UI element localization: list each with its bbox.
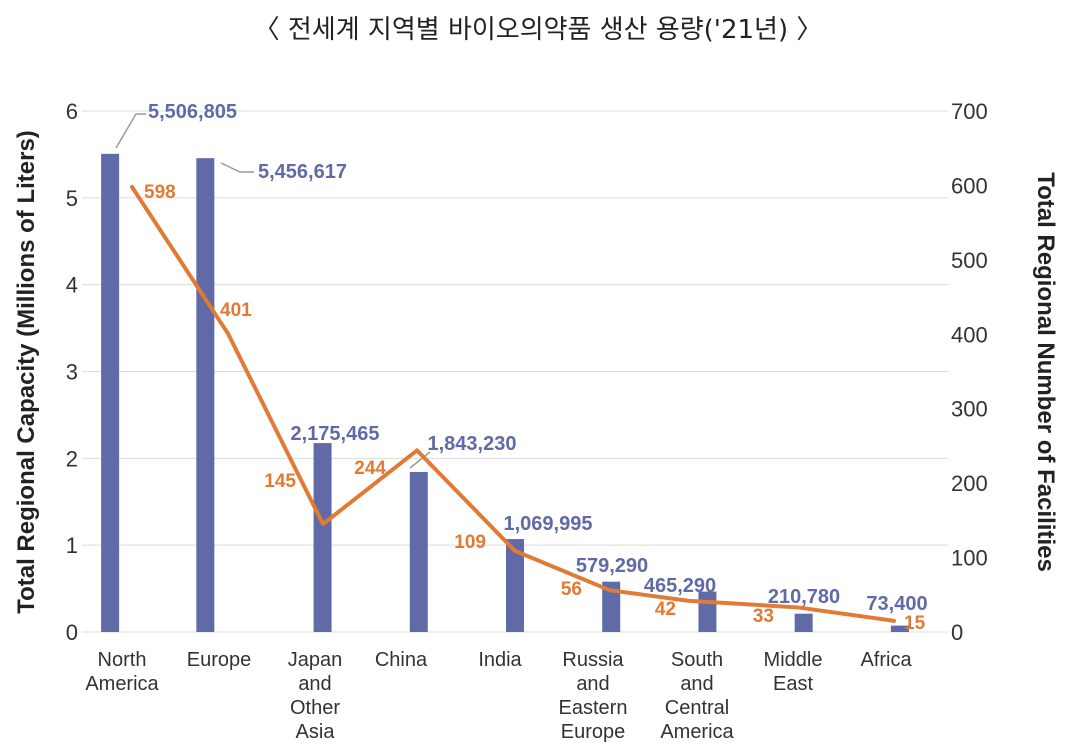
left-tick-label: 2 <box>66 446 78 471</box>
left-tick-label: 6 <box>66 99 78 124</box>
bar-data-label: 465,290 <box>644 575 716 597</box>
line-data-label: 109 <box>454 532 486 553</box>
left-axis-title: Total Regional Capacity (Millions of Lit… <box>13 130 40 614</box>
right-tick-label: 500 <box>951 248 988 273</box>
bar-series <box>101 153 909 633</box>
bar <box>506 539 524 632</box>
bar-data-label: 2,175,465 <box>291 423 380 445</box>
category-label: China <box>375 649 428 671</box>
right-tick-label: 200 <box>951 471 988 496</box>
left-tick-label: 4 <box>66 273 78 298</box>
category-label: North America <box>85 649 159 695</box>
right-tick-label: 700 <box>951 99 988 124</box>
category-label: South and Central America <box>660 649 734 743</box>
bar <box>101 153 120 633</box>
bar-data-label: 5,456,617 <box>258 161 347 183</box>
category-label: Russia and Eastern Europe <box>559 649 628 743</box>
label-leaders <box>115 113 431 469</box>
left-tick-label: 1 <box>66 533 78 558</box>
line-data-label: 56 <box>561 579 582 600</box>
line-data-label: 598 <box>144 182 176 203</box>
category-label: Africa <box>860 649 912 671</box>
bar-data-label: 1,843,230 <box>428 433 517 455</box>
line-data-label: 33 <box>753 606 774 627</box>
category-label: Middle East <box>764 649 823 695</box>
category-label: India <box>478 649 522 671</box>
bar <box>602 581 621 632</box>
right-tick-label: 100 <box>951 546 988 571</box>
line-data-label: 42 <box>655 599 676 620</box>
label-leader-line <box>115 113 146 149</box>
right-tick-label: 600 <box>951 173 988 198</box>
right-axis-ticks: 0 100 200 300 400 500 600 700 <box>951 99 988 645</box>
right-tick-label: 0 <box>951 620 963 645</box>
category-labels: North America Europe Japan and Other Asia China… <box>85 649 912 743</box>
left-axis-ticks: 0 1 2 3 4 5 6 <box>66 99 78 645</box>
line-data-label: 401 <box>220 300 252 321</box>
category-label: Japan and Other Asia <box>288 649 343 743</box>
bar <box>794 613 813 632</box>
bar <box>313 443 332 632</box>
bar <box>698 591 717 632</box>
label-leader-line <box>220 162 254 173</box>
gridlines <box>82 110 948 633</box>
left-tick-label: 5 <box>66 186 78 211</box>
bar <box>409 471 428 632</box>
bar <box>890 625 909 632</box>
bar-data-label: 210,780 <box>768 586 840 608</box>
line-series <box>130 184 896 623</box>
bar <box>196 158 215 632</box>
right-tick-label: 400 <box>951 322 988 347</box>
label-leader-line <box>409 451 431 469</box>
line-data-label: 244 <box>354 458 386 479</box>
line-data-label: 15 <box>904 613 926 634</box>
line-data-label: 145 <box>264 471 296 492</box>
right-axis-title: Total Regional Number of Facilities <box>1032 172 1059 572</box>
bar-data-label: 73,400 <box>866 593 927 615</box>
right-tick-label: 300 <box>951 397 988 422</box>
facilities-line <box>130 184 896 623</box>
left-tick-label: 3 <box>66 360 78 385</box>
bar-data-label: 579,290 <box>576 555 648 577</box>
bar-data-label: 5,506,805 <box>148 101 237 123</box>
data-labels: 5,506,805 5,456,617 2,175,465 1,843,230 1,06… <box>144 101 928 634</box>
chart-title: 〈 전세계 지역별 바이오의약품 생산 용량('21년) 〉 <box>254 15 823 45</box>
category-label: Europe <box>187 649 252 671</box>
left-tick-label: 0 <box>66 620 78 645</box>
bar-data-label: 1,069,995 <box>504 513 593 535</box>
